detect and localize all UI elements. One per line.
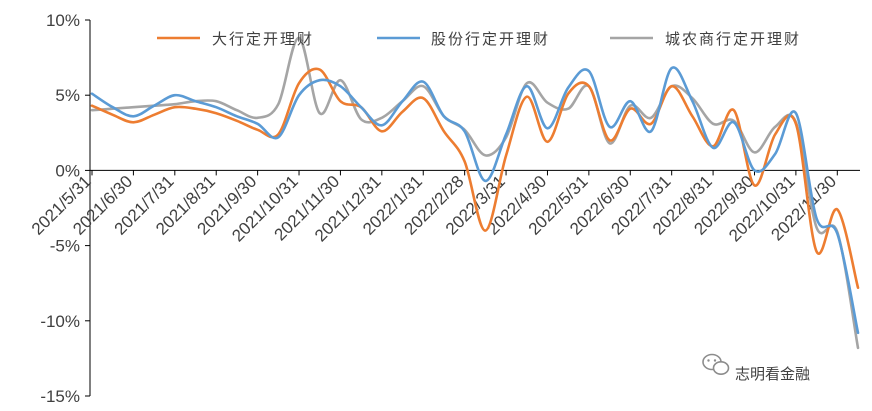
y-axis: 10% 5% 0% -5% -10% -15%: [40, 11, 91, 406]
series-line-2: [90, 66, 860, 335]
wechat-icon: [702, 353, 730, 375]
watermark: 志明看金融: [702, 353, 810, 383]
watermark-text: 志明看金融: [735, 365, 810, 383]
x-axis: 2021/5/312021/6/302021/7/312021/8/312021…: [28, 169, 860, 245]
y-tick-label: 0%: [55, 161, 80, 180]
series-line-1: [90, 67, 860, 289]
y-tick-label: -15%: [40, 387, 80, 406]
y-tick-label: -10%: [40, 312, 80, 331]
legend: 大行定开理财 股份行定开理财 城农商行定开理财: [157, 30, 801, 48]
legend-label: 大行定开理财: [212, 30, 314, 48]
legend-label: 股份行定开理财: [431, 30, 550, 48]
y-tick-label: 10%: [46, 11, 80, 30]
legend-label: 城农商行定开理财: [665, 30, 801, 48]
y-tick-label: -5%: [50, 237, 80, 256]
y-tick-label: 5%: [55, 86, 80, 105]
series-layer: [90, 36, 860, 350]
